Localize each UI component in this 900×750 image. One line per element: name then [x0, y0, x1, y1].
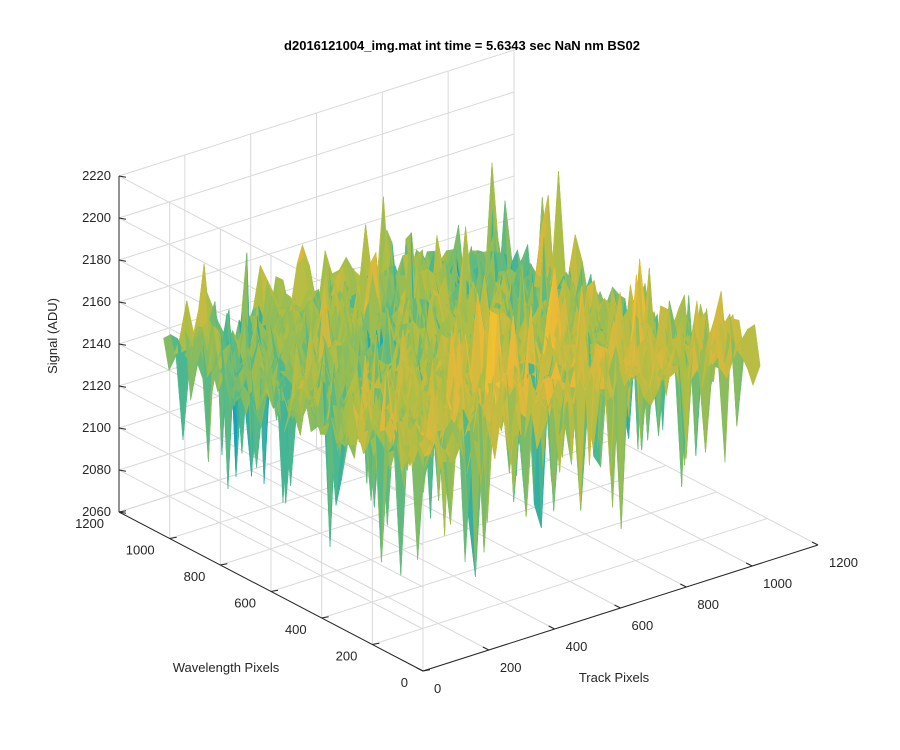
- surface-facet: [747, 324, 761, 386]
- z-tick-label: 2220: [82, 168, 111, 183]
- y-tick: [270, 589, 279, 592]
- y-tick: [169, 536, 177, 539]
- grid-line: [321, 491, 717, 619]
- z-tick: [118, 343, 127, 346]
- x-tick-label: 600: [632, 618, 654, 633]
- grid-line: [118, 133, 515, 261]
- z-tick-label: 2100: [82, 420, 111, 435]
- grid-line: [270, 465, 667, 592]
- y-tick-label: 1200: [75, 516, 104, 531]
- z-tick-label: 2080: [82, 462, 111, 477]
- axis-layer: 2060 2080 2100 2120 2140 2160 2180 2200 2220 0 200…: [75, 168, 858, 696]
- y-tick-label: 0: [401, 675, 408, 690]
- grid-line: [372, 518, 768, 645]
- y-tick-label: 200: [336, 649, 358, 664]
- z-axis-label: Signal (ADU): [45, 298, 60, 374]
- z-tick: [118, 175, 127, 178]
- y-tick: [422, 669, 431, 672]
- y-tick-label: 1000: [126, 543, 155, 558]
- y-tick-label: 600: [234, 596, 256, 611]
- x-tick-label: 1000: [763, 576, 792, 591]
- grid-line: [118, 469, 424, 630]
- grid-line: [118, 91, 515, 219]
- z-tick: [118, 301, 127, 304]
- z-tick: [118, 427, 127, 430]
- z-tick: [118, 385, 127, 388]
- z-tick-label: 2060: [82, 504, 111, 519]
- x-tick: [482, 646, 490, 651]
- y-tick-label: 400: [285, 622, 307, 637]
- x-tick: [811, 541, 819, 546]
- z-tick-label: 2120: [82, 378, 111, 393]
- z-tick-label: 2160: [82, 294, 111, 309]
- z-tick: [118, 217, 127, 220]
- z-tick: [118, 259, 127, 262]
- x-tick: [745, 562, 753, 567]
- z-tick-label: 2140: [82, 336, 111, 351]
- x-tick-label: 400: [566, 639, 588, 654]
- y-axis-label: Wavelength Pixels: [173, 660, 280, 675]
- surface-layer: [163, 162, 761, 577]
- grid-line: [118, 175, 515, 303]
- grid-line: [118, 385, 424, 546]
- y-tick: [372, 642, 380, 645]
- z-tick-label: 2200: [82, 210, 111, 225]
- y-tick: [321, 616, 329, 619]
- z-tick-label: 2180: [82, 252, 111, 267]
- y-tick-label: 800: [184, 569, 206, 584]
- z-tick: [118, 469, 127, 472]
- x-tick: [548, 625, 555, 630]
- x-tick: [680, 583, 687, 588]
- y-tick: [118, 510, 127, 513]
- x-tick-label: 800: [697, 597, 719, 612]
- chart-title: d2016121004_img.mat int time = 5.6343 se…: [284, 38, 640, 53]
- x-tick-label: 200: [500, 660, 522, 675]
- x-tick-label: 0: [434, 681, 441, 696]
- y-tick: [220, 563, 228, 566]
- x-tick: [614, 604, 621, 609]
- x-tick-label: 1200: [829, 555, 858, 570]
- x-tick: [416, 667, 424, 672]
- grid-line: [118, 49, 515, 177]
- grid-line: [118, 427, 424, 588]
- x-axis-label: Track Pixels: [579, 670, 650, 685]
